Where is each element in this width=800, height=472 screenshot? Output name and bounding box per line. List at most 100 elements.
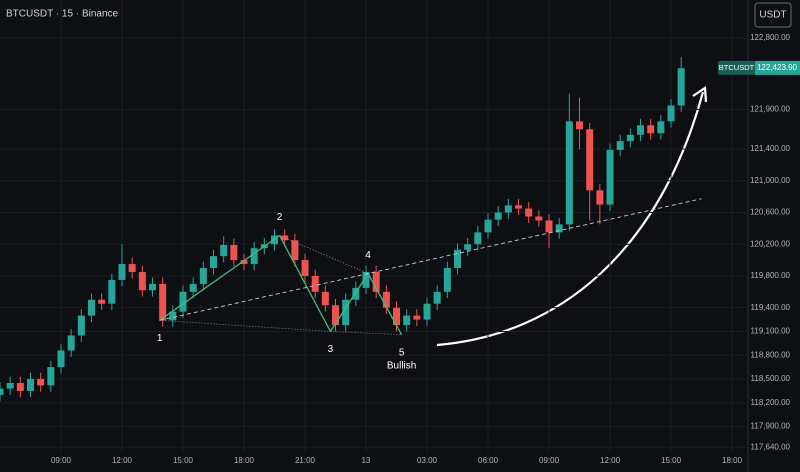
candle-body: [98, 299, 106, 304]
pattern-label: 3: [328, 344, 334, 355]
y-tick-label: 118,500.00: [751, 374, 791, 383]
last-price-box: [755, 60, 800, 75]
x-tick-label: 09:00: [51, 456, 72, 465]
candle-body: [576, 121, 584, 130]
candle-body: [88, 299, 96, 316]
candle-body: [626, 134, 634, 142]
candle-body: [199, 268, 207, 284]
candle-body: [504, 205, 512, 213]
chart-title: BTCUSDT · 15 · Binance: [6, 9, 119, 20]
candle-body: [535, 216, 543, 221]
y-tick-label: 118,800.00: [751, 350, 791, 359]
y-tick-label: 121,400.00: [750, 144, 791, 153]
candle-body: [0, 388, 4, 395]
candle-body: [67, 335, 75, 351]
candle-body: [494, 212, 502, 220]
currency-button-label[interactable]: USDT: [759, 10, 786, 21]
x-tick-label: 21:00: [295, 456, 316, 465]
pattern-leg: [159, 234, 280, 321]
candle-body: [27, 379, 35, 391]
candle-body: [677, 68, 685, 106]
candle-body: [637, 125, 645, 135]
y-tick-label: 119,400.00: [751, 303, 791, 312]
candle-body: [372, 271, 380, 292]
y-tick-label: 121,900.00: [750, 105, 791, 114]
candle-body: [413, 315, 421, 320]
candle-body: [138, 271, 146, 291]
candle-body: [555, 224, 563, 233]
arrow-head: [692, 86, 708, 103]
candle-body: [321, 291, 329, 306]
candle-body: [362, 271, 370, 288]
candle-body: [423, 303, 431, 320]
candle-body: [210, 256, 218, 269]
candle-body: [484, 219, 492, 233]
candle-body: [596, 190, 604, 205]
candle-body: [443, 268, 451, 292]
candle-body: [474, 232, 482, 245]
candle-body: [311, 275, 319, 292]
x-tick-label: 03:00: [417, 456, 438, 465]
candle-body: [606, 149, 614, 205]
candle-body: [179, 291, 187, 312]
candle-body: [464, 244, 472, 250]
trend-line: [159, 198, 702, 321]
candle-body: [230, 245, 238, 261]
candle-body: [291, 240, 299, 261]
candle-body: [342, 299, 350, 326]
pattern-line: [279, 235, 369, 274]
candle-body: [393, 307, 401, 326]
candle-body: [169, 311, 177, 321]
candle-body: [77, 315, 85, 336]
candle-body: [545, 220, 553, 233]
candle-body: [332, 305, 340, 326]
candle-body: [6, 383, 14, 389]
candle-body: [281, 235, 289, 241]
pattern-leg: [329, 273, 369, 332]
x-tick-label: 15:00: [173, 456, 194, 465]
y-tick-label: 120,200.00: [750, 239, 791, 248]
x-tick-label: 18:00: [722, 456, 743, 465]
candle-body: [565, 121, 573, 225]
x-tick-label: 12:00: [600, 456, 621, 465]
x-tick-label: 06:00: [478, 456, 499, 465]
pattern-leg: [367, 273, 403, 335]
candle-body: [250, 248, 258, 265]
y-tick-label: 119,800.00: [751, 271, 791, 280]
last-price-symbol-box: [718, 60, 755, 75]
candle-body: [240, 260, 248, 265]
candle-body: [189, 283, 197, 292]
y-tick-label: 117,900.00: [751, 422, 791, 431]
pattern-label: 1: [157, 333, 163, 344]
candle-body: [403, 315, 411, 326]
y-tick-label: 121,000.00: [750, 176, 791, 185]
candle-body: [37, 379, 45, 386]
x-tick-label: 13: [362, 456, 371, 465]
candle-body: [525, 208, 533, 217]
pattern-annotation: Bullish: [387, 360, 416, 371]
candle-body: [647, 125, 655, 134]
last-price-symbol: BTCUSDT: [719, 63, 755, 72]
candle-body: [352, 287, 360, 300]
candle-body: [657, 121, 665, 134]
y-tick-label: 122,800.00: [750, 33, 791, 42]
candle-body: [433, 291, 441, 304]
pattern-label: 2: [277, 212, 283, 223]
y-tick-label: 120,600.00: [750, 208, 791, 217]
pattern-leg: [279, 235, 332, 332]
pattern-label: 5: [399, 347, 405, 358]
candle-body: [159, 283, 167, 321]
candle-body: [16, 383, 24, 391]
candle-body: [586, 129, 594, 191]
candle-body: [149, 283, 157, 291]
x-tick-label: 09:00: [539, 456, 560, 465]
candle-body: [515, 205, 523, 209]
currency-button[interactable]: [754, 2, 792, 28]
candle-body: [454, 249, 462, 269]
candle-body: [128, 264, 136, 272]
candle-body: [667, 105, 675, 122]
y-tick-label: 119,100.00: [751, 327, 791, 336]
candle-body: [220, 245, 228, 257]
